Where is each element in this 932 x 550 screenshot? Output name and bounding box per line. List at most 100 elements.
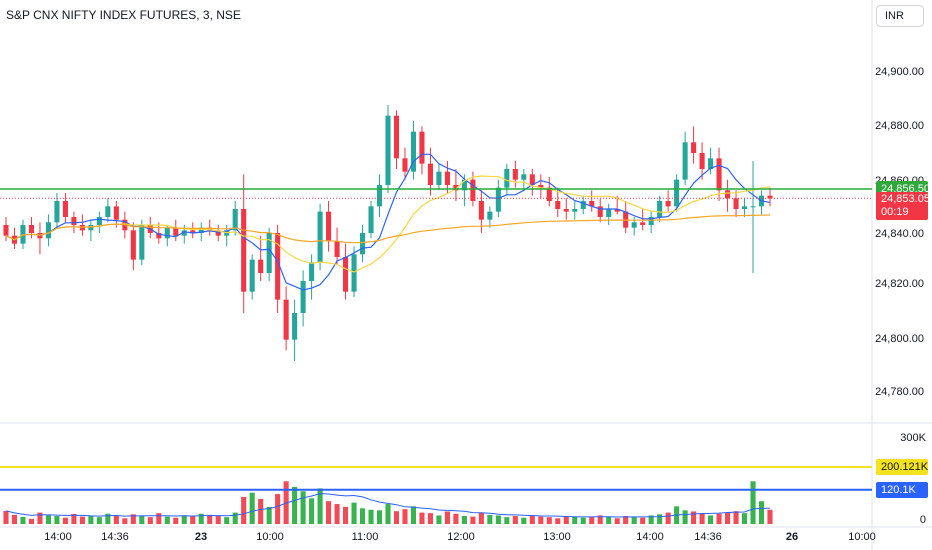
candle-body (215, 230, 221, 236)
candle-body (326, 211, 332, 241)
volume-bar (130, 514, 136, 524)
candle-body (164, 227, 170, 239)
volume-bar (393, 511, 400, 524)
volume-bar (529, 515, 535, 524)
candle-body (478, 201, 484, 220)
symbol-title[interactable]: S&P CNX NIFTY INDEX FUTURES, 3, NSE (6, 8, 241, 22)
candle-body (691, 142, 697, 153)
candle-body (241, 209, 247, 292)
candle-body (597, 206, 603, 217)
volume-bar (266, 506, 272, 524)
time-axis-label: 10:00 (848, 531, 876, 543)
candle-body (453, 185, 459, 191)
volume-ma-line (5, 493, 771, 518)
candle-body (71, 217, 77, 225)
volume-bar (521, 517, 527, 524)
price-axis-label: 24,900.00 (875, 66, 924, 78)
candle-body (470, 179, 476, 201)
volume-bar (45, 515, 51, 524)
volume-bar (716, 513, 722, 524)
candle-body (28, 225, 35, 233)
time-axis-label: 13:00 (543, 531, 571, 543)
volume-bar (470, 516, 476, 524)
candle-body (444, 171, 450, 185)
volume-bar (62, 517, 68, 524)
candle-body (368, 206, 374, 233)
candle-body (249, 259, 255, 292)
price-axis-label: 24,800.00 (875, 333, 924, 345)
volume-bar (122, 518, 128, 524)
candle-body (139, 225, 145, 260)
candle-body (62, 201, 68, 217)
volume-bar (173, 517, 179, 524)
time-axis-label: 14:36 (101, 531, 129, 543)
volume-bar (37, 512, 43, 524)
volume-bar (538, 516, 544, 524)
volume-bar (504, 517, 510, 524)
volume-blue-line-tag: 120.1K (876, 481, 928, 498)
volume-bar (164, 516, 170, 524)
candle-body (521, 174, 527, 180)
volume-bar (461, 516, 467, 524)
candle-body (572, 209, 578, 212)
time-axis-label: 10:00 (256, 531, 284, 543)
bar-countdown: 00:19 (881, 206, 909, 219)
ma-yellow-line (5, 175, 771, 273)
candle-body (410, 131, 417, 172)
volume-bar (623, 516, 629, 524)
candle-body (334, 241, 340, 257)
volume-bar (181, 515, 187, 524)
volume-bar (546, 517, 552, 524)
volume-bar (275, 494, 281, 524)
volume-bar (563, 516, 569, 524)
candle-body (546, 187, 552, 201)
volume-axis-label: 300K (900, 431, 926, 444)
volume-bar (750, 481, 756, 524)
volume-bar (436, 515, 442, 524)
volume-bar (444, 511, 450, 524)
candle-body (45, 222, 51, 239)
candle-body (393, 115, 400, 159)
volume-bar (351, 502, 357, 524)
candle-body (767, 195, 773, 199)
candle-body (741, 206, 748, 209)
candle-body (657, 201, 663, 217)
candle-body (343, 257, 349, 292)
volume-bar (368, 509, 374, 524)
volume-bar (105, 513, 111, 524)
volume-bar (733, 511, 739, 524)
candle-body (555, 201, 561, 209)
candle-body (105, 206, 111, 217)
candle-body (427, 163, 433, 185)
candle-body (699, 153, 705, 169)
candle-body (563, 209, 569, 212)
time-axis-label: 14:00 (636, 531, 664, 543)
candle-body (181, 230, 187, 236)
volume-bar (317, 488, 323, 524)
volume-bar (215, 516, 221, 524)
candle-body (529, 174, 535, 185)
candle-body (708, 158, 714, 169)
volume-bar (580, 517, 586, 524)
volume-bar (376, 510, 383, 524)
volume-bar (334, 504, 340, 524)
volume-bar (453, 513, 459, 524)
candle-body (258, 259, 264, 273)
volume-bar (343, 506, 349, 524)
candle-body (292, 313, 298, 340)
candle-body (351, 254, 357, 292)
candle-body (725, 190, 731, 199)
volume-bar (691, 511, 697, 524)
candle-body (640, 222, 646, 225)
candle-body (674, 179, 680, 207)
volume-bar (657, 514, 663, 524)
time-axis-label: 14:36 (694, 531, 722, 543)
volume-bar (326, 501, 332, 524)
volume-bar (767, 509, 773, 524)
candle-body (317, 211, 323, 263)
volume-bar (28, 518, 35, 524)
volume-bar (300, 491, 306, 524)
candle-body (275, 233, 281, 300)
currency-button[interactable]: INR (876, 5, 924, 27)
